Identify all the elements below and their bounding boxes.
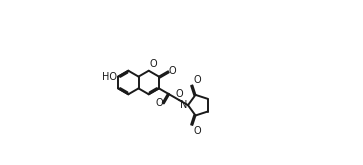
- Text: O: O: [150, 59, 157, 69]
- Text: O: O: [193, 75, 201, 85]
- Text: HO: HO: [102, 72, 117, 82]
- Text: O: O: [176, 89, 183, 99]
- Text: O: O: [155, 99, 163, 108]
- Text: N: N: [180, 100, 187, 110]
- Text: O: O: [169, 66, 176, 76]
- Text: O: O: [193, 126, 201, 136]
